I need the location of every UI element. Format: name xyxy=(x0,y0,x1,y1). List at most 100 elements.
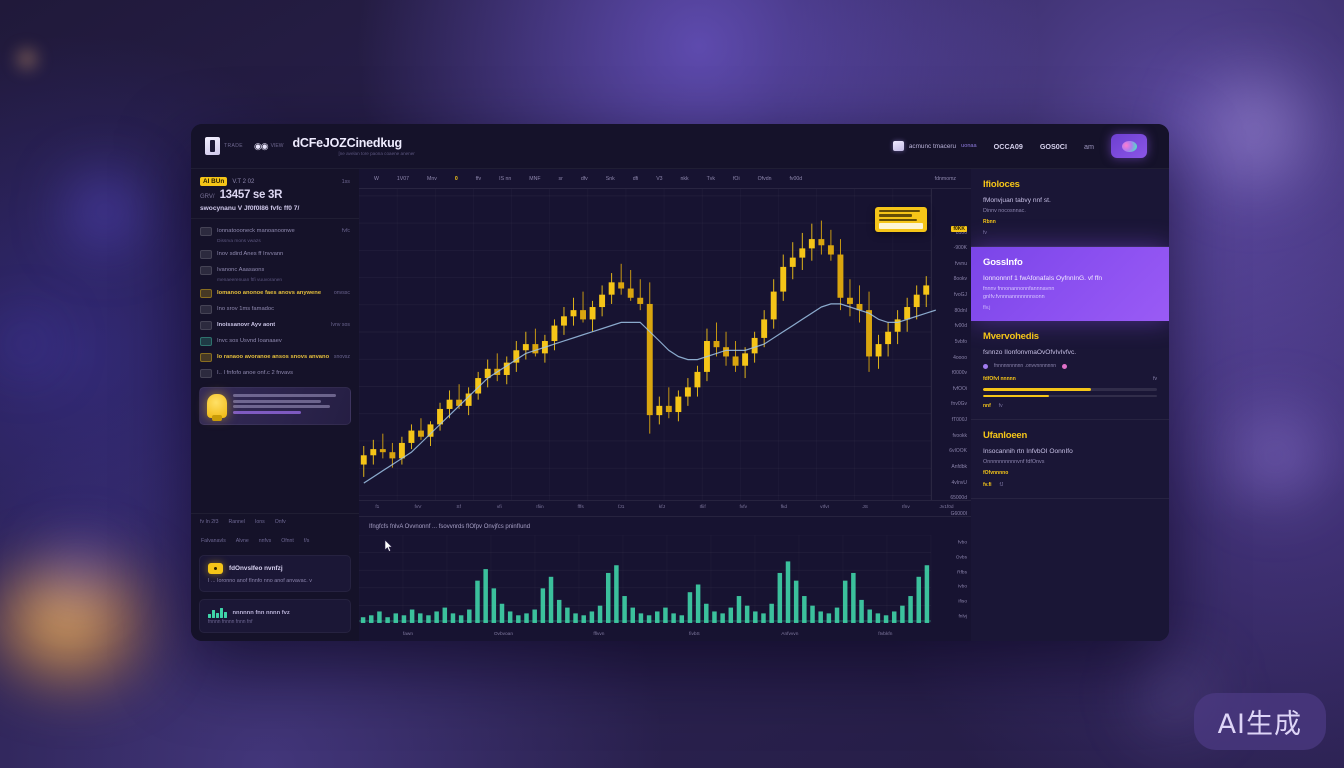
info-card-0[interactable]: fdOnvsIfeo nvnfzj I ... Ioronno anof fIn… xyxy=(199,555,351,592)
candle-icon xyxy=(200,226,212,236)
volume-x-label-5: fIvbkfn xyxy=(878,632,893,637)
sidebar-item-end-3: onvssc xyxy=(333,290,350,296)
toolbar-item-15[interactable]: Ofvdn xyxy=(757,175,772,182)
footer-item-0[interactable]: fv In 2f3 xyxy=(200,519,219,525)
yellow-badge-icon xyxy=(208,563,223,574)
volume-y-label-5: fnlvj xyxy=(958,614,967,620)
tooltip-value-box xyxy=(879,223,923,230)
right-panel-3[interactable]: Ufanloeen Insocannih rtn InfvbOI OonnIfo… xyxy=(971,420,1169,499)
footer-item-2[interactable]: Ions xyxy=(254,519,265,525)
right-panel-0[interactable]: Ifioloces fMonvjuan tabvy nnf st. Dinnv … xyxy=(971,169,1169,247)
sidebar-item-label-8: I.. I fnfofo anoe onf.c 2 fnvavs xyxy=(217,370,294,376)
card-tab-4[interactable]: f/s xyxy=(303,538,310,544)
sidebar-item-5[interactable]: Inoissanovr Ayv aont Ivnv sos xyxy=(191,317,359,333)
sidebar-item-3[interactable]: Iomanoo anonoe faes anovs anywene onvssc xyxy=(191,285,359,301)
top-nav: acmunc tmaceru uonaa OCCA09 GOS0CI am xyxy=(892,134,1155,158)
sidebar-item-7[interactable]: Io ranaoo avoranoe ansos snovs anvanoe s… xyxy=(191,349,359,365)
toolbar-item-8[interactable]: dfv xyxy=(580,175,588,182)
nav-pill-text: acmunc tmaceru xyxy=(908,142,957,150)
time-label-11: vIfvI xyxy=(820,505,829,510)
volume-x-label-3: fivbS xyxy=(689,632,700,637)
right-panel-1[interactable]: GossInfo Ionnonnnf 1 fwAfonafaIs OyfnnIn… xyxy=(971,247,1169,321)
chart-area: W 1V07 Mnv 0 ffv IS nn MNF sr dfv Snk df… xyxy=(358,169,971,641)
app-title: dCFeJOZCinedkug xyxy=(292,136,402,150)
toolbar-item-10[interactable]: dfi xyxy=(632,175,639,182)
sidebar-rows: Ionnatoooneck manoanoonwe fvfc Dissrva m… xyxy=(191,219,359,381)
tooltip-line-1 xyxy=(879,210,921,213)
right-panel-2-tag-0[interactable]: nnf xyxy=(983,403,991,409)
card-tab-1[interactable]: Alvne xyxy=(235,538,249,544)
logo-label: TRADE xyxy=(224,143,243,149)
candlestick-chart[interactable]: 8100 -900K fvvnu 8ookv fvoGJ 80dnI fv00d 5vbfo 4… xyxy=(359,189,971,517)
toolbar-item-9[interactable]: Snk xyxy=(605,175,615,182)
right-panel-2-tag-1[interactable]: fv xyxy=(998,403,1003,409)
toolbar-item-11[interactable]: V3 xyxy=(656,175,663,182)
chart-cursor xyxy=(384,539,393,552)
toolbar-item-16[interactable]: fv00d xyxy=(789,175,803,182)
quote-price: 13457 se 3R xyxy=(219,189,283,201)
toolbar-item-1[interactable]: 1V07 xyxy=(396,175,410,182)
right-panel-3-tags: fv.fi fJ xyxy=(983,482,1157,488)
volume-x-label-2: fflvvn xyxy=(593,632,605,637)
toolbar-item-2[interactable]: Mnv xyxy=(427,175,437,182)
toolbar-item-0[interactable]: W xyxy=(374,175,379,182)
toolbar-item-4[interactable]: ffv xyxy=(475,175,482,182)
sidebar-item-6[interactable]: Invc sos Usvnd Ioanaaev xyxy=(191,333,359,349)
quote-price-row: GRV/ 13457 se 3R xyxy=(200,189,350,201)
time-label-8: Ifiif xyxy=(699,505,706,510)
right-panel-2[interactable]: Mvervohedis fsnnzo IIonfonvmaOvOfvIvIvfv… xyxy=(971,321,1169,420)
sidebar-item-2[interactable]: Ivanonc Aaasaons xyxy=(191,262,359,278)
info-card-1-header: nnnnnn fnn nnnn fvz xyxy=(208,607,342,618)
volume-chart[interactable] xyxy=(358,534,971,624)
volume-panel: Ifngfcfs fnlvA Ovvnonnf ... fsovvnrds fI… xyxy=(358,516,971,641)
nav-item-2[interactable]: am xyxy=(1084,141,1094,151)
right-panel-3-tag-1[interactable]: fJ xyxy=(999,482,1004,488)
right-panel-3-tag-0[interactable]: fv.fi xyxy=(983,482,992,488)
tip-line-1 xyxy=(233,394,337,397)
info-card-1[interactable]: nnnnnn fnn nnnn fvz fnnnn fnnnn fnnn fnf xyxy=(199,599,351,633)
volume-title: Ifngfcfs fnlvA Ovvnonnf ... fsovvnrds fI… xyxy=(369,524,531,530)
right-panel-2-lead: fsnnzo IIonfonvmaOvOfvIvIvfvc. xyxy=(983,349,1077,356)
card-tab-0[interactable]: Falvanavls xyxy=(201,538,226,544)
wallet-icon xyxy=(892,141,904,151)
card-tab-2[interactable]: nnfvs xyxy=(258,538,272,544)
right-sidebar: Ifioloces fMonvjuan tabvy nnf st. Dinnv … xyxy=(971,169,1169,641)
bar-chart-icon xyxy=(208,607,227,618)
volume-y-label-1: Ovbs xyxy=(955,555,967,561)
right-panel-2-row-0: fnnnnnnnnnn .onvvnnnnnnn xyxy=(983,363,1157,369)
app-topbar: TRADE ◉◉ VIEW dCFeJOZCinedkug [ne avelan… xyxy=(191,124,1169,169)
user-avatar-button[interactable] xyxy=(1111,134,1147,158)
time-label-14: Jv1f0d xyxy=(939,505,954,510)
toolbar-item-17[interactable]: fdnmomz xyxy=(934,175,956,182)
sidebar-item-1[interactable]: Inov sdird Anes ff Invvann xyxy=(191,246,359,262)
footer-item-3[interactable]: Onfv xyxy=(274,519,286,525)
right-panel-2-row-1-text: fdfOfvI nnnnn xyxy=(983,376,1016,382)
toolbar-item-5[interactable]: IS nn xyxy=(499,175,512,182)
toolbar-item-12[interactable]: nkk xyxy=(680,175,689,182)
volume-x-label-1: Ovbvoan xyxy=(493,632,514,637)
toolbar-item-7[interactable]: sr xyxy=(558,175,563,182)
time-label-7: kfJ xyxy=(658,505,666,510)
nav-item-0[interactable]: OCCA09 xyxy=(993,141,1023,151)
tip-card[interactable] xyxy=(199,387,351,425)
footer-item-1[interactable]: Rannel xyxy=(228,519,245,525)
toolbar-item-6[interactable]: MNF xyxy=(529,175,541,182)
card-tab-3[interactable]: Ofnnt xyxy=(281,538,294,544)
sidebar-item-4[interactable]: Ino srov 1ms famadoc xyxy=(191,301,359,317)
time-label-5: fffs xyxy=(577,505,584,510)
volume-y-label-2: Rfbs xyxy=(957,570,967,576)
sidebar-item-0[interactable]: Ionnatoooneck manoanoonwe fvfc xyxy=(191,223,359,239)
avatar xyxy=(1121,140,1137,152)
nav-wallet-pill[interactable]: acmunc tmaceru uonaa xyxy=(892,141,977,151)
toolbar-item-14[interactable]: fOi xyxy=(732,175,740,182)
right-panel-3-small: fOfvnnnno xyxy=(983,470,1009,476)
lightbulb-icon xyxy=(207,394,227,421)
toolbar-item-3[interactable]: 0 xyxy=(454,175,458,182)
price-label-5: 80dnI xyxy=(954,307,967,314)
right-panel-0-tail: fv xyxy=(983,230,987,236)
sidebar-item-8[interactable]: I.. I fnfofo anoe onf.c 2 fnvavs xyxy=(191,365,359,381)
sidebar-item-label-0: Ionnatoooneck manoanoonwe xyxy=(217,228,295,234)
toolbar-item-13[interactable]: Tvk xyxy=(706,175,715,182)
nav-item-1[interactable]: GOS0CI xyxy=(1039,141,1067,151)
price-axis[interactable]: 8100 -900K fvvnu 8ookv fvoGJ 80dnI fv00d 5vbfo 4… xyxy=(931,189,971,517)
